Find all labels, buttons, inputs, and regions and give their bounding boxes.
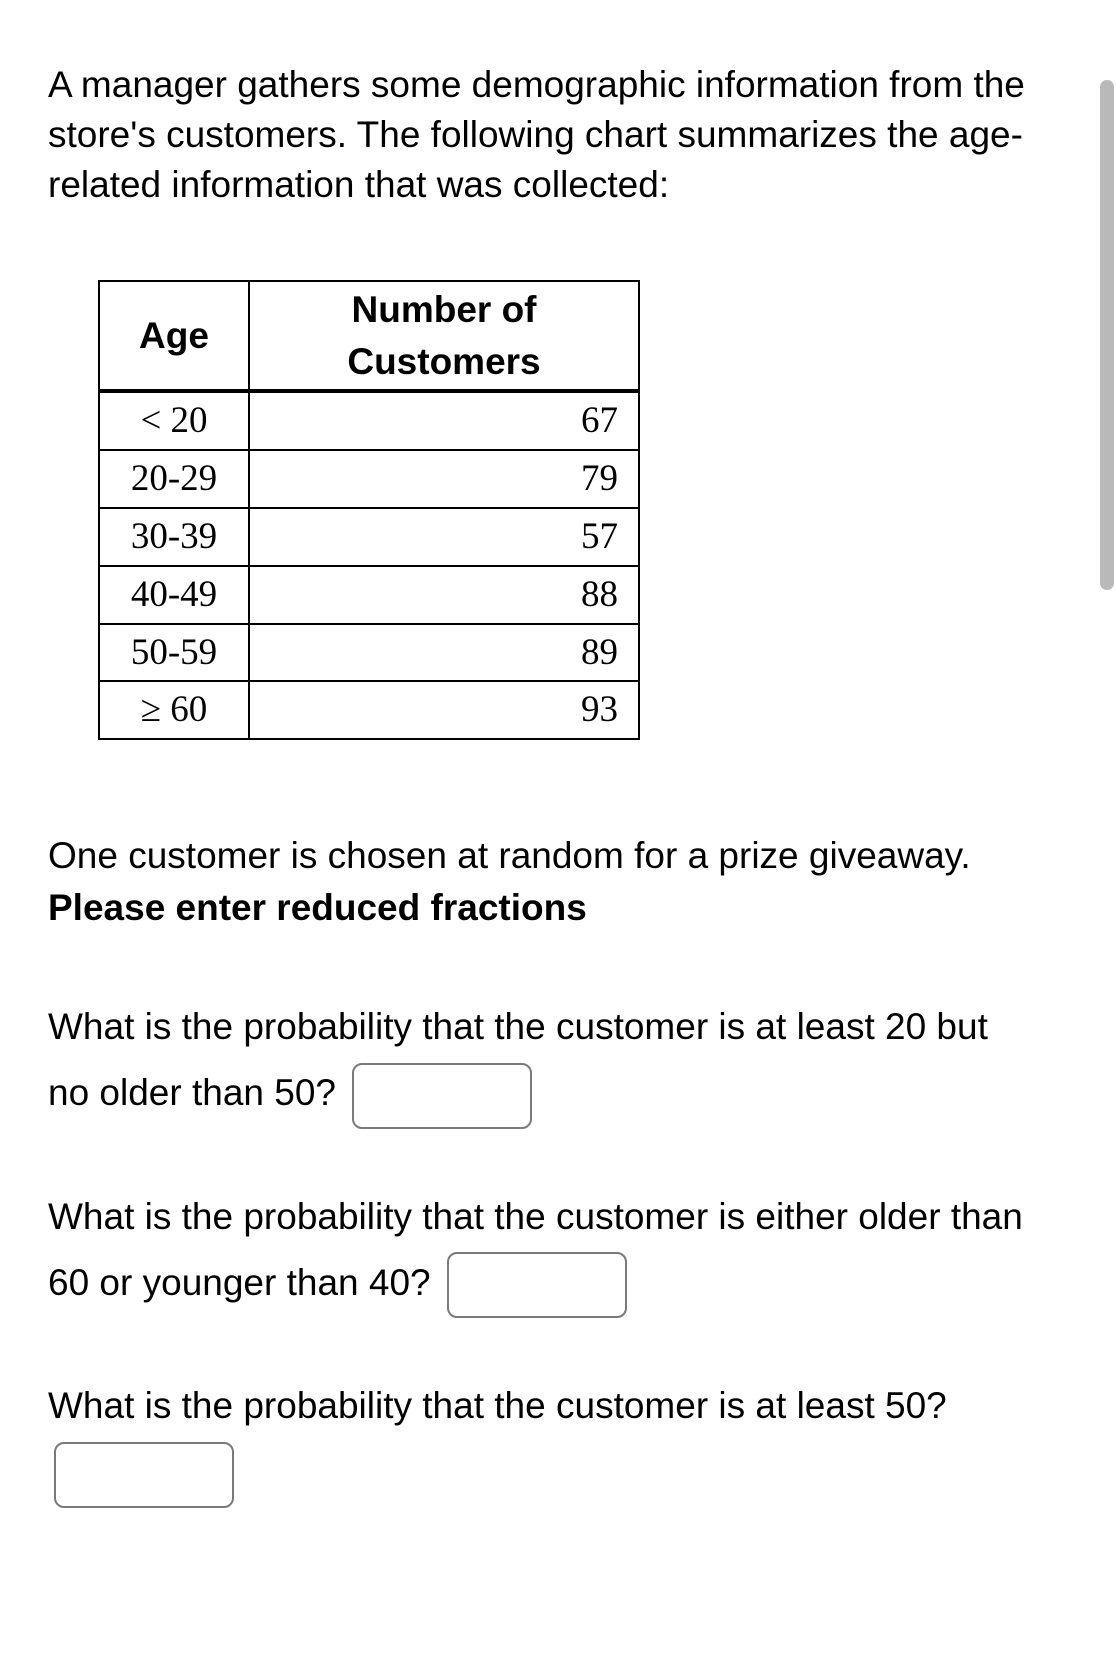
cell-age: ≥ 60: [99, 681, 249, 739]
table-row: 50-59 89: [99, 624, 639, 682]
q1-input[interactable]: [352, 1063, 532, 1129]
table-header-row: Age Number of Customers: [99, 281, 639, 392]
problem-content: A manager gathers some demographic infor…: [0, 0, 1080, 1611]
cell-age: 20-29: [99, 450, 249, 508]
question-1: What is the probability that the custome…: [48, 994, 1032, 1129]
table-row: 30-39 57: [99, 508, 639, 566]
q2-input[interactable]: [447, 1252, 627, 1318]
table-row: 20-29 79: [99, 450, 639, 508]
question-2: What is the probability that the custome…: [48, 1184, 1032, 1319]
cell-num: 79: [249, 450, 639, 508]
cell-age: < 20: [99, 391, 249, 450]
q3-input[interactable]: [54, 1442, 234, 1508]
cell-age: 40-49: [99, 566, 249, 624]
cell-num: 89: [249, 624, 639, 682]
cell-num: 88: [249, 566, 639, 624]
cell-num: 67: [249, 391, 639, 450]
intro-paragraph: A manager gathers some demographic infor…: [48, 60, 1032, 210]
table-row: < 20 67: [99, 391, 639, 450]
col-number: Number of Customers: [249, 281, 639, 392]
cell-num: 93: [249, 681, 639, 739]
cell-age: 50-59: [99, 624, 249, 682]
cell-num: 57: [249, 508, 639, 566]
cell-age: 30-39: [99, 508, 249, 566]
question-3: What is the probability that the custome…: [48, 1373, 1032, 1508]
col-age: Age: [99, 281, 249, 392]
table-container: Age Number of Customers < 20 67 20-29 79…: [98, 280, 1032, 740]
instruction-paragraph: One customer is chosen at random for a p…: [48, 830, 1032, 934]
age-table: Age Number of Customers < 20 67 20-29 79…: [98, 280, 640, 740]
instruction-bold: Please enter reduced fractions: [48, 887, 587, 928]
table-row: ≥ 60 93: [99, 681, 639, 739]
instruction-text: One customer is chosen at random for a p…: [48, 835, 971, 876]
scrollbar-track[interactable]: [1096, 0, 1116, 1680]
scrollbar-thumb[interactable]: [1100, 80, 1114, 590]
table-row: 40-49 88: [99, 566, 639, 624]
q3-text: What is the probability that the custome…: [48, 1385, 947, 1426]
